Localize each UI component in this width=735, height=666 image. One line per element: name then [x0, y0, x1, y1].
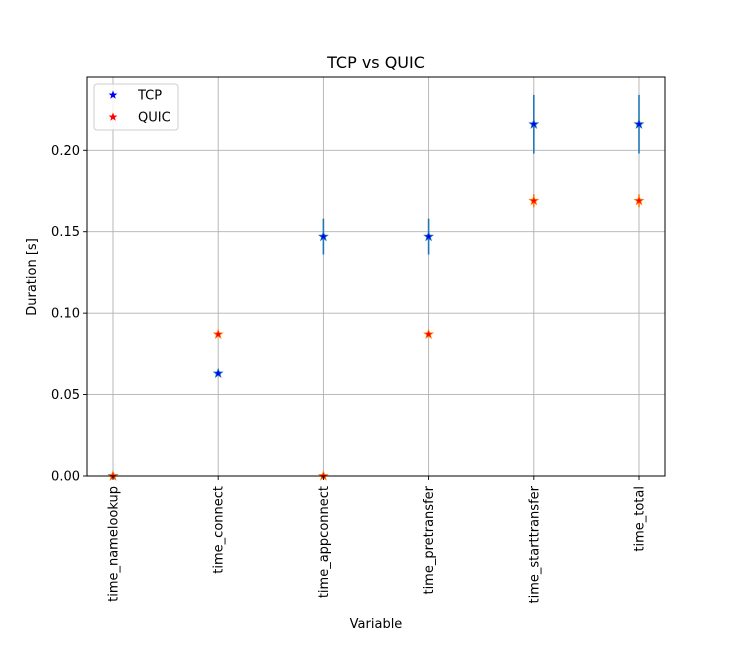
legend-label: QUIC — [138, 111, 171, 126]
data-point — [212, 328, 224, 339]
data-point — [423, 328, 435, 339]
x-tick-label: time_starttransfer — [527, 485, 542, 603]
legend-item-tcp: TCP — [108, 89, 162, 104]
grid — [87, 77, 665, 477]
legend: TCP QUIC — [93, 83, 179, 131]
y-tick-label: 0.05 — [51, 388, 80, 403]
y-axis-label: Duration [s] — [25, 238, 40, 316]
x-tick-label: time_total — [633, 486, 648, 552]
x-tick-label: time_namelookup — [107, 486, 122, 602]
plot-frame — [86, 76, 666, 477]
data-point — [528, 195, 540, 206]
x-tick-label: time_connect — [212, 486, 227, 574]
data-point — [633, 118, 645, 129]
y-tick-label: 0.15 — [51, 225, 80, 240]
data-point — [317, 230, 329, 242]
legend-entries: TCP QUIC — [108, 89, 171, 126]
data-point — [633, 195, 645, 206]
data-point — [423, 230, 435, 242]
series-tcp — [107, 94, 645, 481]
data-point — [212, 367, 224, 379]
legend-marker — [108, 112, 118, 121]
x-axis-label: Variable — [350, 617, 403, 632]
data-point — [528, 118, 540, 129]
legend-item-quic: QUIC — [108, 111, 171, 126]
ticks: time_namelookup time_connect time_appconne… — [51, 144, 647, 604]
chart-title: TCP vs QUIC — [326, 53, 425, 72]
x-tick-label: time_appconnect — [317, 486, 332, 598]
x-tick-label: time_pretransfer — [422, 485, 437, 594]
y-tick-label: 0.00 — [51, 470, 80, 485]
legend-marker — [108, 90, 118, 99]
y-tick-label: 0.20 — [51, 144, 80, 159]
y-tick-label: 0.10 — [51, 307, 80, 322]
legend-label: TCP — [137, 89, 162, 104]
